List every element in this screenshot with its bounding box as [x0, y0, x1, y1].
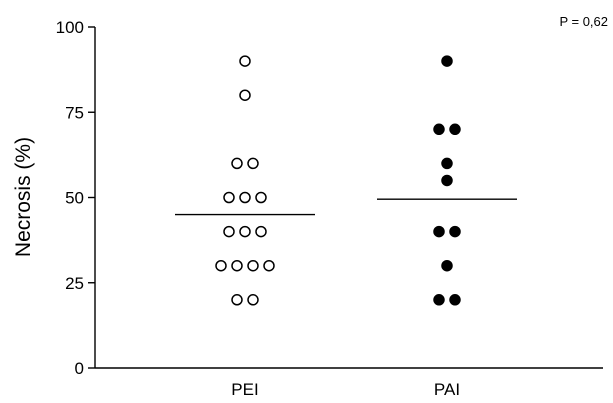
y-tick-label: 100	[56, 18, 84, 37]
data-point	[441, 55, 453, 67]
data-point	[433, 225, 445, 238]
data-point	[441, 259, 453, 272]
p-value-annotation: P = 0,62	[559, 14, 608, 29]
data-point	[247, 157, 259, 170]
data-point	[231, 157, 243, 170]
data-point	[255, 225, 267, 238]
data-point	[215, 259, 227, 272]
y-ticks: 0 25 50 75 100	[56, 18, 95, 378]
data-point	[247, 294, 259, 306]
data-point	[231, 294, 243, 306]
data-point	[247, 259, 259, 272]
data-point	[223, 225, 235, 238]
data-point	[239, 225, 251, 238]
y-tick-label: 0	[75, 359, 84, 378]
data-point	[433, 294, 445, 306]
data-point	[449, 225, 461, 238]
y-axis-title: Necrosis (%)	[12, 137, 35, 257]
x-tick-label: PEI	[231, 380, 258, 399]
data-point	[223, 191, 235, 204]
data-point	[441, 174, 453, 187]
data-point	[239, 191, 251, 204]
data-point	[449, 123, 461, 136]
y-tick-label: 75	[65, 103, 84, 122]
data-point	[449, 294, 461, 306]
data-points	[215, 55, 461, 306]
data-point	[441, 157, 453, 170]
median-lines	[175, 198, 517, 216]
y-tick-label: 50	[65, 189, 84, 208]
data-point	[239, 89, 251, 101]
data-point	[239, 55, 251, 67]
x-tick-labels: PEI PAI	[231, 380, 460, 399]
x-tick-label: PAI	[434, 380, 460, 399]
data-point	[263, 259, 275, 272]
data-point	[433, 123, 445, 136]
data-point	[231, 259, 243, 272]
data-point	[255, 191, 267, 204]
y-tick-label: 25	[65, 274, 84, 293]
